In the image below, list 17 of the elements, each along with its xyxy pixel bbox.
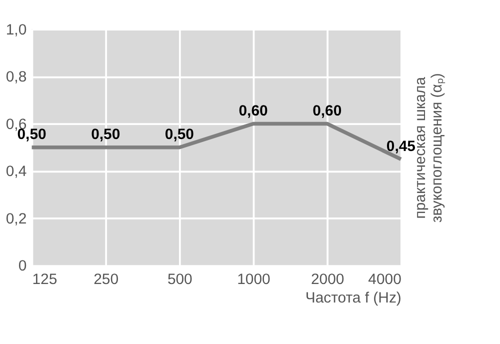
- x-axis-title: Частота f (Hz): [305, 290, 402, 307]
- x-tick-label: 2000: [310, 270, 344, 288]
- data-label: 0,50: [91, 126, 120, 143]
- y-tick-label: 0,8: [6, 68, 27, 86]
- data-label: 0,60: [238, 102, 268, 120]
- y-tick-label: 1,0: [6, 21, 27, 38]
- y-tick-label: 0: [18, 258, 27, 275]
- y-tick-label: 0,2: [6, 210, 27, 228]
- y-tick-label: 0,4: [6, 163, 27, 180]
- x-tick-label: 250: [94, 270, 119, 288]
- x-tick-label: 4000: [368, 270, 402, 288]
- x-tick-label: 1000: [237, 270, 270, 288]
- x-tick-label: 125: [32, 270, 58, 288]
- data-label: 0,60: [312, 102, 342, 120]
- x-tick-label: 500: [167, 270, 192, 288]
- data-label: 0,45: [386, 138, 416, 155]
- data-label: 0,50: [164, 126, 194, 143]
